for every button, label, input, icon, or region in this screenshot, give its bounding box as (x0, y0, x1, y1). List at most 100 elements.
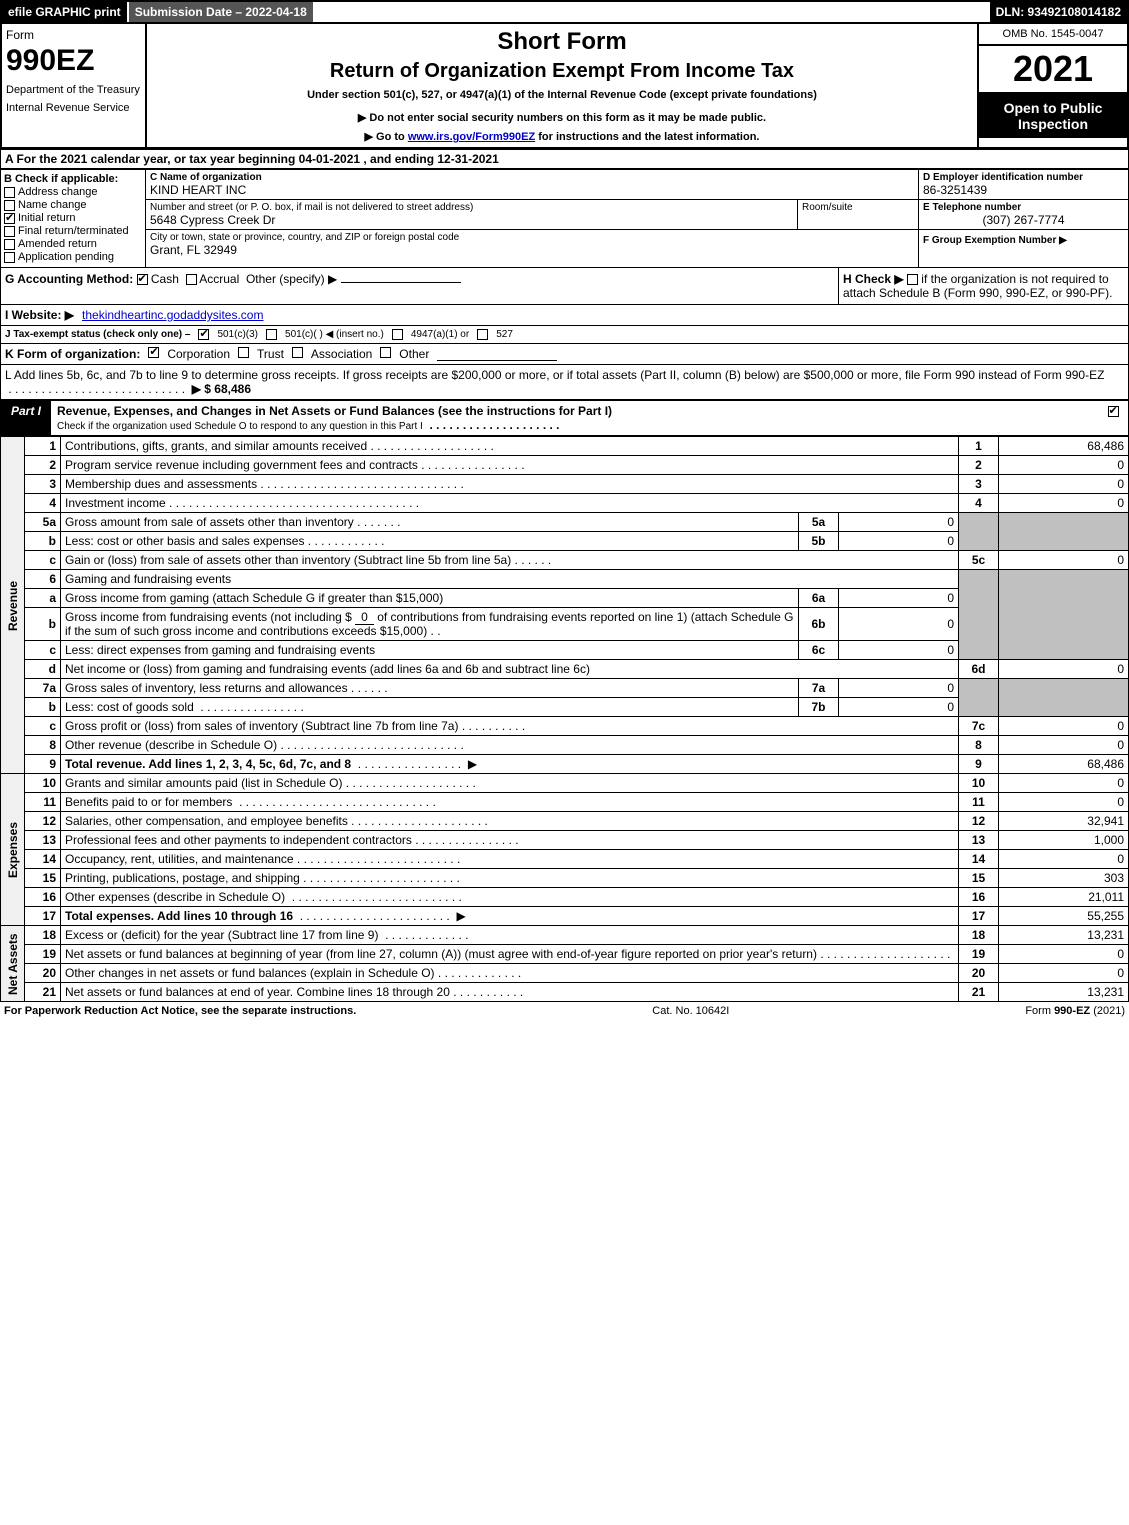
l6c-subval: 0 (839, 641, 959, 660)
l5c-lbl: 5c (959, 551, 999, 570)
org-name-label: C Name of organization (150, 172, 914, 183)
chk-application-pending[interactable]: Application pending (4, 251, 142, 263)
line-7a: 7a Gross sales of inventory, less return… (1, 679, 1129, 698)
l18-num: 18 (25, 926, 61, 945)
line-16: 16 Other expenses (describe in Schedule … (1, 888, 1129, 907)
chk-initial-return[interactable]: Initial return (4, 212, 142, 224)
efile-print-button[interactable]: efile GRAPHIC print (2, 2, 127, 22)
title-note-ssn: ▶ Do not enter social security numbers o… (155, 111, 969, 124)
phone-label: E Telephone number (923, 202, 1124, 213)
g-other: Other (specify) ▶ (246, 272, 337, 286)
line-20: 20 Other changes in net assets or fund b… (1, 964, 1129, 983)
l21-desc: Net assets or fund balances at end of ye… (65, 985, 450, 999)
l21-val: 13,231 (999, 983, 1129, 1002)
page-footer: For Paperwork Reduction Act Notice, see … (0, 1002, 1129, 1020)
l5a-desc: Gross amount from sale of assets other t… (65, 515, 354, 529)
chk-corporation[interactable] (148, 347, 159, 358)
part1-check[interactable] (1098, 401, 1128, 435)
open-public-badge: Open to Public Inspection (979, 94, 1127, 138)
dln-number: DLN: 93492108014182 (990, 2, 1127, 22)
l6-shade-lbl (959, 570, 999, 660)
top-bar: efile GRAPHIC print Submission Date – 20… (0, 0, 1129, 24)
netassets-side-label: Net Assets (1, 926, 25, 1002)
title-return: Return of Organization Exempt From Incom… (155, 60, 969, 83)
l10-num: 10 (25, 774, 61, 793)
l15-lbl: 15 (959, 869, 999, 888)
chk-501c[interactable] (266, 329, 277, 340)
g-h-row: G Accounting Method: Cash Accrual Other … (0, 268, 1129, 305)
l6b-num: b (25, 608, 61, 641)
l17-desc: Total expenses. Add lines 10 through 16 (65, 909, 293, 923)
l8-desc: Other revenue (describe in Schedule O) (65, 738, 277, 752)
l18-lbl: 18 (959, 926, 999, 945)
k-other-blank[interactable] (437, 347, 557, 361)
part1-tab: Part I (1, 401, 51, 435)
l7c-num: c (25, 717, 61, 736)
line-18: Net Assets 18 Excess or (deficit) for th… (1, 926, 1129, 945)
l3-num: 3 (25, 475, 61, 494)
i-label: I Website: ▶ (5, 308, 74, 322)
chk-527[interactable] (477, 329, 488, 340)
chk-address-change-label: Address change (18, 186, 98, 198)
part1-title-text: Revenue, Expenses, and Changes in Net As… (57, 404, 612, 418)
line-5c: c Gain or (loss) from sale of assets oth… (1, 551, 1129, 570)
g-cash: Cash (151, 272, 179, 286)
chk-accrual[interactable] (186, 274, 197, 285)
g-other-blank[interactable] (341, 282, 461, 283)
l12-lbl: 12 (959, 812, 999, 831)
room-label: Room/suite (802, 202, 914, 213)
l7a-desc: Gross sales of inventory, less returns a… (65, 681, 348, 695)
l10-lbl: 10 (959, 774, 999, 793)
goto-prefix: ▶ Go to (365, 131, 408, 143)
addr-row: Number and street (or P. O. box, if mail… (146, 200, 918, 230)
l6a-desc: Gross income from gaming (attach Schedul… (61, 589, 799, 608)
chk-501c3[interactable] (198, 329, 209, 340)
line-1: Revenue 1 Contributions, gifts, grants, … (1, 437, 1129, 456)
l1-desc: Contributions, gifts, grants, and simila… (65, 439, 367, 453)
chk-name-change[interactable]: Name change (4, 199, 142, 211)
part1-header: Part I Revenue, Expenses, and Changes in… (0, 400, 1129, 436)
l7-shade-lbl (959, 679, 999, 717)
k-assoc: Association (311, 347, 372, 361)
l2-desc: Program service revenue including govern… (65, 458, 418, 472)
chk-association[interactable] (292, 347, 303, 358)
section-i: I Website: ▶ thekindheartinc.godaddysite… (0, 305, 1129, 326)
l21-lbl: 21 (959, 983, 999, 1002)
line-12: 12 Salaries, other compensation, and emp… (1, 812, 1129, 831)
chk-other-org[interactable] (380, 347, 391, 358)
tax-year: 2021 (979, 46, 1127, 94)
website-link[interactable]: thekindheartinc.godaddysites.com (82, 308, 263, 322)
line-6d: d Net income or (loss) from gaming and f… (1, 660, 1129, 679)
l6c-num: c (25, 641, 61, 660)
street-label: Number and street (or P. O. box, if mail… (150, 202, 793, 213)
chk-trust[interactable] (238, 347, 249, 358)
l16-lbl: 16 (959, 888, 999, 907)
chk-schedule-b[interactable] (907, 274, 918, 285)
chk-cash[interactable] (137, 274, 148, 285)
chk-4947[interactable] (392, 329, 403, 340)
chk-amended-return[interactable]: Amended return (4, 238, 142, 250)
chk-address-change[interactable]: Address change (4, 186, 142, 198)
l7b-sublbl: 7b (799, 698, 839, 717)
l19-desc: Net assets or fund balances at beginning… (65, 947, 817, 961)
l6a-subval: 0 (839, 589, 959, 608)
l2-lbl: 2 (959, 456, 999, 475)
l5-shade-lbl (959, 513, 999, 551)
l13-num: 13 (25, 831, 61, 850)
l6d-num: d (25, 660, 61, 679)
l8-lbl: 8 (959, 736, 999, 755)
chk-name-change-label: Name change (18, 199, 87, 211)
l10-desc: Grants and similar amounts paid (list in… (65, 776, 342, 790)
l16-val: 21,011 (999, 888, 1129, 907)
line-7c: c Gross profit or (loss) from sales of i… (1, 717, 1129, 736)
l17-arrow-icon: ▶ (456, 909, 465, 923)
l15-desc: Printing, publications, postage, and shi… (65, 871, 300, 885)
l6-num: 6 (25, 570, 61, 589)
j-527: 527 (496, 329, 513, 340)
dept-treasury: Department of the Treasury (6, 84, 141, 96)
irs-link[interactable]: www.irs.gov/Form990EZ (408, 131, 535, 143)
l4-val: 0 (999, 494, 1129, 513)
chk-final-return[interactable]: Final return/terminated (4, 225, 142, 237)
city-label: City or town, state or province, country… (150, 232, 914, 243)
l5-shade-val (999, 513, 1129, 551)
